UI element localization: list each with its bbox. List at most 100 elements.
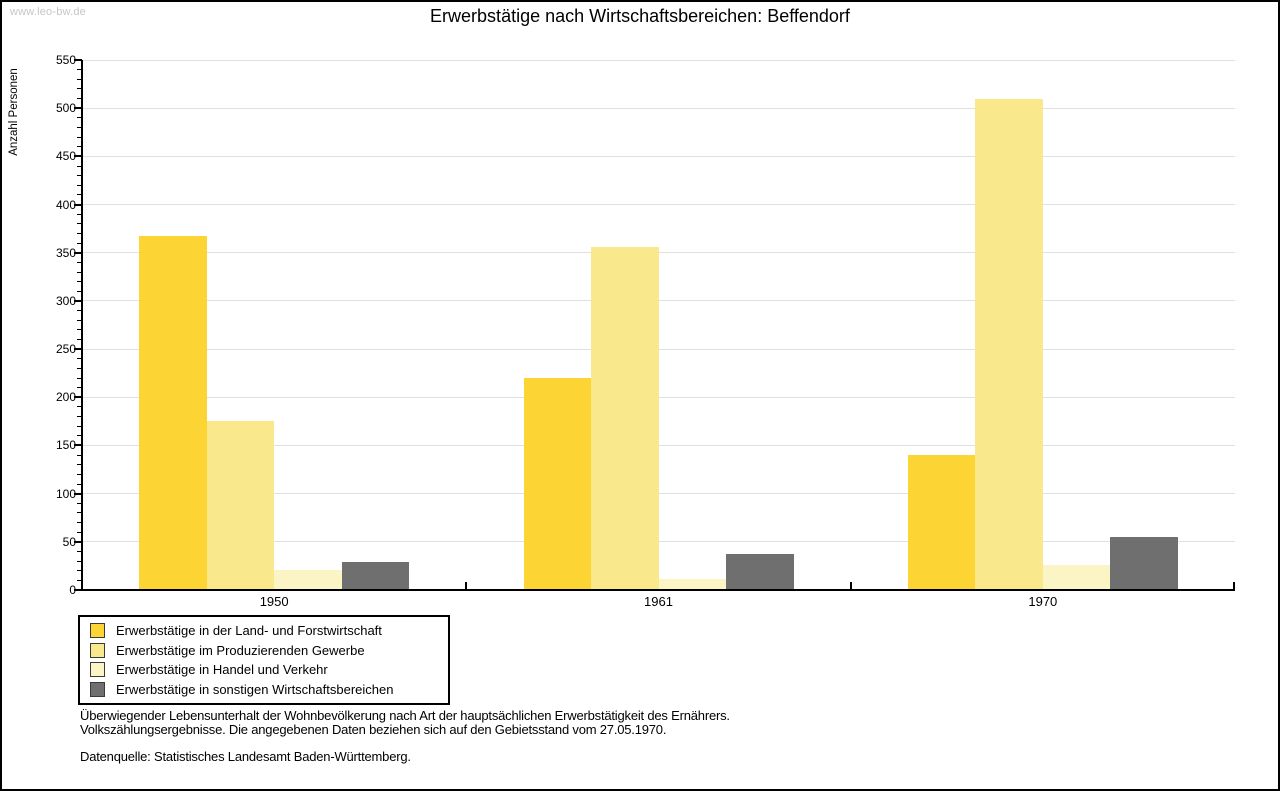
y-minor-tick <box>77 550 82 552</box>
legend-swatch <box>90 642 105 658</box>
watermark: www.leo-bw.de <box>10 6 86 18</box>
bar <box>274 569 342 590</box>
gridline <box>82 252 1235 254</box>
gridline <box>82 444 1235 446</box>
y-minor-tick <box>77 242 82 244</box>
gridline <box>82 396 1235 398</box>
y-minor-tick <box>77 473 82 475</box>
bar <box>341 562 410 590</box>
y-tick-label: 200 <box>55 390 76 405</box>
y-minor-tick <box>77 338 82 340</box>
legend-label: Erwerbstätige im Produzierenden Gewerbe <box>116 642 365 658</box>
y-minor-tick <box>77 579 82 581</box>
legend-swatch <box>90 623 105 639</box>
footnote: Überwiegender Lebensunterhalt der Wohnbe… <box>80 709 730 764</box>
legend-item: Erwerbstätige in Handel und Verkehr <box>80 660 448 680</box>
y-minor-tick <box>77 281 82 283</box>
gridline <box>82 348 1235 350</box>
gridline <box>82 155 1235 157</box>
gridline <box>82 59 1235 61</box>
y-minor-tick <box>77 502 82 504</box>
bar <box>1110 537 1178 590</box>
y-major-tick <box>74 251 82 254</box>
legend-swatch <box>90 681 105 697</box>
y-minor-tick <box>77 175 82 177</box>
y-tick-label: 50 <box>62 534 76 549</box>
y-minor-tick <box>77 261 82 263</box>
legend-item: Erwerbstätige im Produzierenden Gewerbe <box>80 641 448 661</box>
bar <box>907 455 976 590</box>
y-major-tick <box>74 155 82 158</box>
legend-label: Erwerbstätige in sonstigen Wirtschaftsbe… <box>116 681 394 697</box>
y-minor-tick <box>77 358 82 360</box>
y-minor-tick <box>77 310 82 312</box>
x-tick-label: 1970 <box>1028 594 1058 609</box>
x-tick-label: 1950 <box>259 594 289 609</box>
bar <box>523 378 591 590</box>
x-tick-label: 1961 <box>644 594 673 609</box>
y-minor-tick <box>77 223 82 225</box>
y-minor-tick <box>77 531 82 533</box>
y-minor-tick <box>77 483 82 485</box>
y-tick-label: 550 <box>55 53 76 67</box>
y-minor-tick <box>77 213 82 215</box>
legend-swatch <box>90 662 105 678</box>
legend-label: Erwerbstätige in Handel und Verkehr <box>116 662 328 678</box>
bar <box>206 421 275 590</box>
x-tick <box>849 582 852 589</box>
y-minor-tick <box>77 406 82 408</box>
y-major-tick <box>74 299 82 302</box>
gridline <box>82 107 1235 109</box>
y-major-tick <box>74 540 82 543</box>
data-source-line: Datenquelle: Statistisches Landesamt Bad… <box>80 749 411 764</box>
y-tick-label: 350 <box>55 245 76 260</box>
y-major-tick <box>74 396 82 399</box>
legend-item: Erwerbstätige in der Land- und Forstwirt… <box>80 621 448 641</box>
bar <box>726 554 794 590</box>
y-axis-line <box>81 60 83 591</box>
y-minor-tick <box>77 88 82 90</box>
y-tick-label: 250 <box>55 342 76 357</box>
gridline <box>82 300 1235 302</box>
y-minor-tick <box>77 78 82 80</box>
gridline <box>82 493 1235 495</box>
y-minor-tick <box>77 165 82 167</box>
y-minor-tick <box>77 367 82 369</box>
y-tick-label: 400 <box>55 197 76 212</box>
y-minor-tick <box>77 329 82 331</box>
y-minor-tick <box>77 319 82 321</box>
y-minor-tick <box>77 435 82 437</box>
gridline <box>82 541 1235 543</box>
y-major-tick <box>74 348 82 351</box>
y-major-tick <box>74 589 82 591</box>
y-minor-tick <box>77 184 82 186</box>
y-minor-tick <box>77 136 82 138</box>
x-tick <box>1233 582 1235 589</box>
y-minor-tick <box>77 425 82 427</box>
y-minor-tick <box>77 570 82 572</box>
y-major-tick <box>74 59 82 61</box>
y-minor-tick <box>77 377 82 379</box>
legend: Erwerbstätige in der Land- und Forstwirt… <box>78 615 450 705</box>
y-minor-tick <box>77 271 82 273</box>
y-minor-tick <box>77 387 82 389</box>
y-tick-label: 500 <box>55 101 76 116</box>
bar <box>1042 564 1111 590</box>
legend-item: Erwerbstätige in sonstigen Wirtschaftsbe… <box>80 680 448 700</box>
y-minor-tick <box>77 98 82 100</box>
y-minor-tick <box>77 454 82 456</box>
y-major-tick <box>74 203 82 206</box>
bar <box>975 98 1043 590</box>
y-minor-tick <box>77 512 82 514</box>
y-axis-title: Anzahl Personen <box>8 68 20 156</box>
y-minor-tick <box>77 69 82 71</box>
y-major-tick <box>74 107 82 110</box>
y-tick-label: 0 <box>69 583 76 597</box>
x-axis-line <box>81 589 1235 591</box>
bar <box>591 246 659 590</box>
y-tick-label: 100 <box>55 486 76 501</box>
bar <box>658 579 726 590</box>
y-minor-tick <box>77 146 82 148</box>
y-tick-label: 150 <box>55 438 76 453</box>
y-tick-label: 300 <box>55 293 76 308</box>
